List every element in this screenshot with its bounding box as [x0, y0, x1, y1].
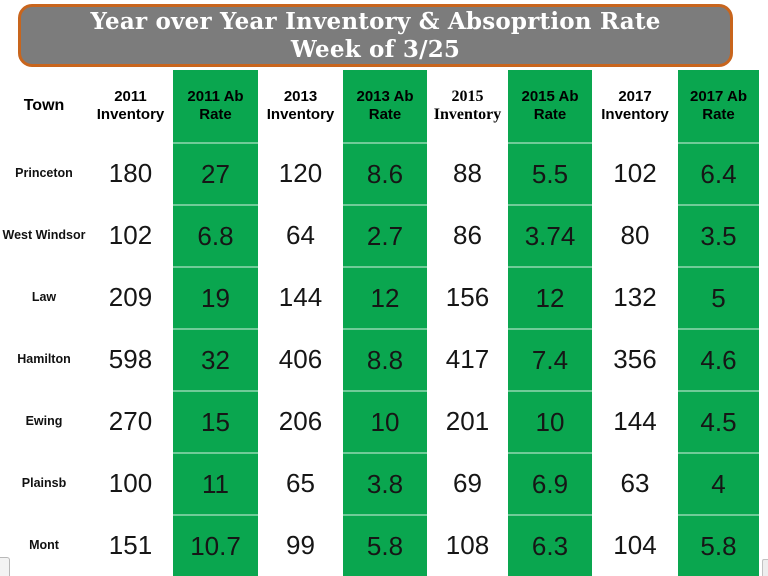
value-cell: 100	[108, 467, 153, 498]
town-cell: Mont	[29, 538, 59, 552]
value-cell: 3.5	[678, 204, 759, 266]
value-cell: 102	[108, 219, 153, 250]
header-2011-inventory: 2011 Inventory	[96, 88, 165, 123]
value-cell: 4.5	[678, 390, 759, 452]
value-cell: 27	[173, 142, 258, 204]
value-cell: 6.4	[678, 142, 759, 204]
town-cell: Princeton	[15, 166, 73, 180]
value-cell: 144	[278, 281, 323, 312]
header-2011-ab-rate: 2011 Ab Rate	[173, 70, 258, 142]
value-cell: 12	[343, 266, 427, 328]
value-cell: 7.4	[508, 328, 592, 390]
table-row: Ewing 270 15 206 10 201 10 144 4.5	[0, 390, 759, 452]
value-cell: 209	[108, 281, 153, 312]
value-cell: 63	[620, 467, 650, 498]
value-cell: 15	[173, 390, 258, 452]
value-cell: 598	[108, 343, 153, 374]
inventory-absorption-table: Town 2011 Inventory 2011 Ab Rate 2013 In…	[0, 70, 759, 576]
value-cell: 5.8	[343, 514, 427, 576]
value-cell: 6.3	[508, 514, 592, 576]
value-cell: 12	[508, 266, 592, 328]
header-2015-inventory: 2015 Inventory	[433, 88, 502, 123]
town-cell: Law	[31, 290, 57, 304]
value-cell: 144	[613, 405, 657, 436]
value-cell: 99	[286, 529, 315, 560]
value-cell: 10	[508, 390, 592, 452]
slide-title-line1: Year over Year Inventory & Absoprtion Ra…	[90, 7, 661, 35]
value-cell: 108	[445, 529, 490, 560]
town-cell: Plainsb	[21, 476, 67, 490]
value-cell: 356	[613, 343, 657, 374]
value-cell: 270	[108, 405, 153, 436]
table-row: West Windsor 102 6.8 64 2.7 86 3.74 80 3…	[0, 204, 759, 266]
value-cell: 132	[613, 281, 657, 312]
value-cell: 5.8	[678, 514, 759, 576]
value-cell: 32	[173, 328, 258, 390]
value-cell: 156	[445, 281, 490, 312]
page-corner-artifact-left	[0, 557, 10, 576]
table-row: Hamilton 598 32 406 8.8 417 7.4 356 4.6	[0, 328, 759, 390]
value-cell: 180	[108, 157, 153, 188]
value-cell: 5	[678, 266, 759, 328]
value-cell: 11	[173, 452, 258, 514]
header-2013-inventory: 2013 Inventory	[266, 88, 335, 123]
value-cell: 3.8	[343, 452, 427, 514]
value-cell: 3.74	[508, 204, 592, 266]
value-cell: 64	[286, 219, 315, 250]
value-cell: 151	[108, 529, 153, 560]
value-cell: 102	[613, 157, 657, 188]
value-cell: 10.7	[173, 514, 258, 576]
value-cell: 19	[173, 266, 258, 328]
table-row: Mont 151 10.7 99 5.8 108 6.3 104 5.8	[0, 514, 759, 576]
town-cell: Hamilton	[17, 352, 71, 366]
value-cell: 8.8	[343, 328, 427, 390]
value-cell: 4.6	[678, 328, 759, 390]
table-row: Princeton 180 27 120 8.6 88 5.5 102 6.4	[0, 142, 759, 204]
value-cell: 88	[453, 157, 482, 188]
slide-title-line2: Week of 3/25	[290, 35, 461, 63]
value-cell: 65	[286, 467, 315, 498]
value-cell: 6.8	[173, 204, 258, 266]
town-cell: West Windsor	[2, 228, 86, 242]
header-2013-ab-rate: 2013 Ab Rate	[343, 70, 427, 142]
table-header-row: Town 2011 Inventory 2011 Ab Rate 2013 In…	[0, 70, 759, 142]
value-cell: 5.5	[508, 142, 592, 204]
value-cell: 417	[445, 343, 490, 374]
table-row: Law 209 19 144 12 156 12 132 5	[0, 266, 759, 328]
value-cell: 120	[278, 157, 323, 188]
header-town: Town	[23, 97, 65, 114]
header-2015-ab-rate: 2015 Ab Rate	[508, 70, 592, 142]
title-banner: Year over Year Inventory & Absoprtion Ra…	[18, 4, 733, 67]
value-cell: 8.6	[343, 142, 427, 204]
page-corner-artifact-right	[762, 559, 768, 576]
value-cell: 69	[453, 467, 482, 498]
table-row: Plainsb 100 11 65 3.8 69 6.9 63 4	[0, 452, 759, 514]
value-cell: 201	[445, 405, 490, 436]
value-cell: 406	[278, 343, 323, 374]
value-cell: 86	[453, 219, 482, 250]
town-cell: Ewing	[25, 414, 63, 428]
value-cell: 4	[678, 452, 759, 514]
value-cell: 2.7	[343, 204, 427, 266]
value-cell: 6.9	[508, 452, 592, 514]
value-cell: 104	[613, 529, 657, 560]
header-2017-inventory: 2017 Inventory	[601, 88, 669, 123]
header-2017-ab-rate: 2017 Ab Rate	[678, 70, 759, 142]
value-cell: 80	[620, 219, 650, 250]
value-cell: 10	[343, 390, 427, 452]
value-cell: 206	[278, 405, 323, 436]
